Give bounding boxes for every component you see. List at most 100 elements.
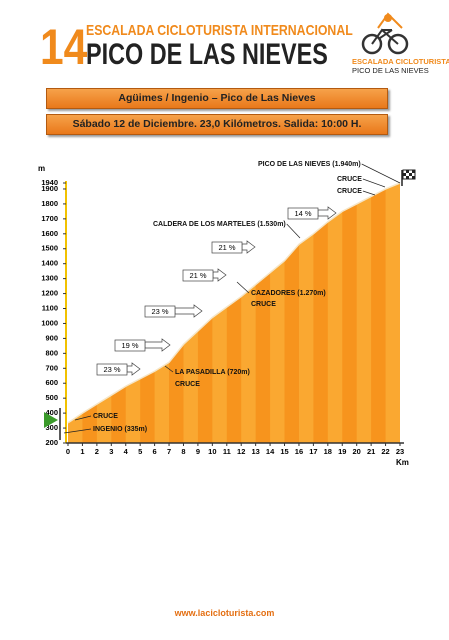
y-tick-label: 1100 <box>42 304 58 313</box>
x-tick-label: 16 <box>295 447 303 456</box>
y-tick-label: 500 <box>45 393 58 402</box>
x-tick-label: 21 <box>367 447 375 456</box>
annotation-pointer <box>362 190 376 196</box>
gradient-label: 19 % <box>121 341 138 350</box>
x-tick-label: 20 <box>353 447 361 456</box>
start-flag <box>44 412 58 428</box>
y-tick-label: 400 <box>45 408 58 417</box>
gradient-label: 14 % <box>294 209 311 218</box>
annotation: CRUCE <box>337 176 362 183</box>
annotation: LA PASADILLA (720m) <box>175 369 250 376</box>
annotation-pointer <box>236 281 250 294</box>
stripe <box>298 183 314 443</box>
x-tick-label: 5 <box>138 447 142 456</box>
annotation: CALDERA DE LOS MARTELES (1.530m) <box>153 221 286 228</box>
gradient-label: 21 % <box>189 271 206 280</box>
gradient-arrow <box>144 338 171 352</box>
banner: Agüimes / Ingenio – Pico de Las Nieves <box>46 88 388 109</box>
annotation: INGENIO (335m) <box>93 426 147 433</box>
stripe <box>125 183 141 443</box>
gradient-label: 21 % <box>218 243 235 252</box>
gradient-label: 23 % <box>151 307 168 316</box>
y-tick-label: 900 <box>45 333 58 342</box>
x-tick-label: 23 <box>396 447 404 456</box>
annotation-pointer <box>361 163 401 184</box>
profile-line <box>67 182 401 424</box>
annotation: CRUCE <box>337 188 362 195</box>
stripe <box>270 183 285 443</box>
x-tick-label: 13 <box>251 447 259 456</box>
y-tick-label: 1300 <box>41 274 58 283</box>
y-tick-label: 1200 <box>41 289 58 298</box>
race-number: 14 <box>40 19 88 75</box>
x-tick-label: 0 <box>66 447 70 456</box>
x-tick-label: 22 <box>381 447 389 456</box>
annotation: CAZADORES (1.270m) <box>251 290 326 297</box>
banner: Sábado 12 de Diciembre. 23,0 Kilómetros.… <box>46 114 388 135</box>
y-tick-label: 300 <box>45 423 58 432</box>
annotation-pointer <box>362 178 386 188</box>
x-axis-label: Km <box>396 458 409 467</box>
y-tick-label: 1700 <box>41 214 58 223</box>
x-tick-label: 14 <box>266 447 275 456</box>
y-tick-label: 1900 <box>41 184 58 193</box>
y-tick-label: 1000 <box>41 318 58 327</box>
gradient-box <box>144 305 176 318</box>
x-tick-label: 6 <box>153 447 157 456</box>
x-tick-label: 9 <box>196 447 200 456</box>
flag-check <box>412 170 415 173</box>
x-tick-label: 15 <box>280 447 288 456</box>
y-tick-label: 1940 <box>41 178 58 187</box>
x-tick-label: 2 <box>95 447 99 456</box>
footer: www.lacicloturista.com <box>174 608 275 618</box>
gradient-box <box>287 207 319 220</box>
chart: mKm2003004005006007008009001000110012001… <box>38 161 416 467</box>
gradient-arrow <box>174 304 203 318</box>
gradient-box <box>182 269 214 282</box>
logo-line1: ESCALADA CICLOTURISTA <box>352 57 449 66</box>
gradient-box <box>114 339 146 352</box>
gradient-arrow <box>126 362 141 376</box>
stripe <box>327 183 343 443</box>
x-tick-label: 18 <box>324 447 332 456</box>
annotation: CRUCE <box>175 381 200 388</box>
gradient-arrow <box>241 240 256 254</box>
x-tick-label: 7 <box>167 447 171 456</box>
flag-check <box>412 176 415 179</box>
annotation: CRUCE <box>251 301 276 308</box>
gradient-box <box>211 241 243 254</box>
stripe <box>385 183 400 443</box>
annotation-pointer <box>164 365 174 373</box>
gradient-arrow <box>212 268 227 282</box>
annotation: PICO DE LAS NIEVES (1.940m) <box>258 161 361 168</box>
x-tick-label: 17 <box>309 447 317 456</box>
y-axis-label: m <box>38 164 45 173</box>
stripe <box>68 183 83 443</box>
annotation-pointer <box>286 223 301 239</box>
title: PICO DE LAS NIEVES <box>86 38 328 71</box>
gradient-arrow <box>317 206 337 220</box>
flag-check <box>406 170 409 173</box>
y-tick-label: 600 <box>45 378 58 387</box>
title-top: ESCALADA CICLOTURISTA INTERNACIONAL <box>86 22 353 39</box>
gradient-label: 23 % <box>103 365 120 374</box>
logo-line2: PICO DE LAS NIEVES <box>352 66 429 75</box>
annotation-pointer <box>74 415 92 421</box>
flag-check <box>403 173 406 176</box>
x-tick-label: 19 <box>338 447 346 456</box>
logo <box>361 12 409 55</box>
x-tick-label: 10 <box>208 447 216 456</box>
flag-check <box>409 173 412 176</box>
y-tick-label: 1400 <box>41 259 58 268</box>
y-tick-label: 1600 <box>41 229 58 238</box>
flag-check <box>406 176 409 179</box>
x-tick-label: 12 <box>237 447 245 456</box>
annotation: CRUCE <box>93 413 118 420</box>
area <box>68 183 400 443</box>
x-tick-label: 8 <box>181 447 185 456</box>
annotation-pointer <box>63 428 92 434</box>
x-tick-label: 4 <box>124 447 129 456</box>
y-tick-label: 700 <box>45 363 58 372</box>
x-tick-label: 1 <box>80 447 84 456</box>
